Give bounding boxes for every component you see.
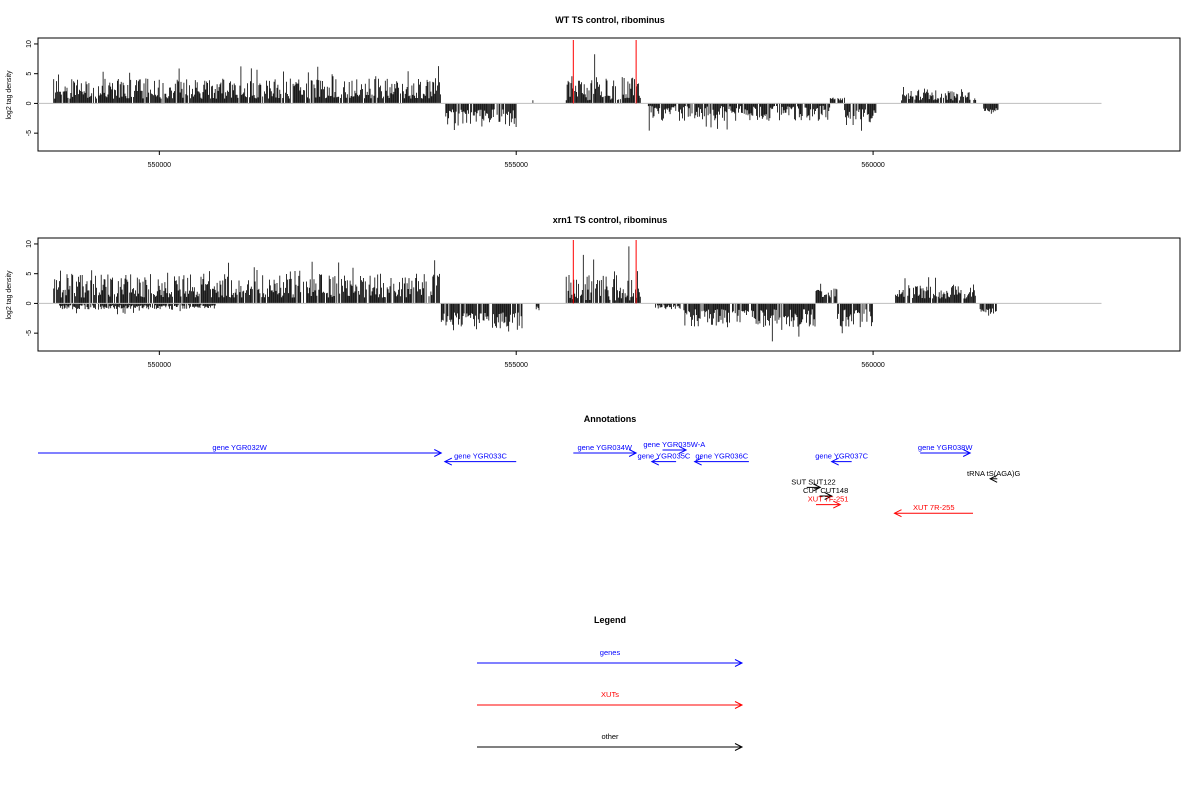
coverage-segment bbox=[901, 87, 977, 104]
y-ticks-xrn1: -5 0 5 10 bbox=[26, 240, 38, 336]
coverage-segment bbox=[979, 303, 997, 316]
legend-title: Legend bbox=[594, 615, 626, 625]
plot-frame-wt bbox=[37, 37, 1181, 152]
x-tick-label: 560000 bbox=[861, 362, 884, 369]
coverage-segment bbox=[565, 54, 641, 104]
track-title-xrn1: xrn1 TS control, ribominus bbox=[553, 215, 668, 225]
feature-arrow: tRNA tS(AGA)G bbox=[967, 469, 1021, 483]
coverage-segment bbox=[895, 277, 976, 304]
feature-label: gene YGR035W-A bbox=[643, 440, 705, 449]
legend-item-gene: genes bbox=[477, 648, 744, 667]
feature-arrow: gene YGR035C bbox=[638, 452, 691, 466]
plot-frame-xrn1 bbox=[37, 237, 1181, 352]
feature-label: gene YGR038W bbox=[918, 443, 973, 452]
legend-item-other: other bbox=[477, 732, 744, 751]
feature-label: SUT SUT122 bbox=[791, 477, 835, 486]
y-tick-label: 0 bbox=[26, 301, 33, 305]
feature-label: XUT 7R-255 bbox=[913, 503, 955, 512]
feature-arrow: gene YGR032W bbox=[38, 443, 443, 457]
coverage-segment bbox=[59, 303, 216, 315]
feature-label: CUT CUT148 bbox=[803, 486, 848, 495]
coverage-segment bbox=[535, 303, 540, 311]
legend-label: XUTs bbox=[601, 690, 619, 699]
feature-arrow: SUT SUT122 bbox=[791, 477, 836, 492]
feature-label: gene YGR035C bbox=[638, 452, 691, 461]
y-tick-label: 0 bbox=[26, 101, 33, 105]
feature-arrow: gene YGR037C bbox=[815, 452, 869, 466]
y-tick-label: -5 bbox=[26, 330, 33, 336]
legend-panel: Legend genes XUTs other bbox=[477, 615, 744, 751]
x-tick-label: 550000 bbox=[148, 362, 171, 369]
y-tick-label: 5 bbox=[26, 272, 33, 276]
feature-arrow: gene YGR036C bbox=[693, 452, 749, 466]
feature-label: gene YGR033C bbox=[454, 452, 507, 461]
feature-label: gene YGR032W bbox=[212, 443, 267, 452]
y-axis-label-xrn1: log2 tag density bbox=[6, 270, 13, 320]
coverage-segment bbox=[815, 283, 838, 304]
coverage-segment bbox=[983, 103, 999, 114]
feature-arrow: CUT CUT148 bbox=[803, 486, 848, 500]
coverage-segment bbox=[53, 66, 441, 104]
coverage-segment bbox=[440, 303, 523, 332]
feature-arrow: gene YGR033C bbox=[443, 452, 517, 466]
feature-arrow: gene YGR034W bbox=[573, 443, 638, 457]
feature-arrow: XUT 7F-251 bbox=[808, 495, 849, 509]
y-tick-label: 5 bbox=[26, 72, 33, 76]
coverage-segment bbox=[565, 246, 641, 304]
track-xrn1-ts-control: xrn1 TS control, ribominus log2 tag dens… bbox=[6, 215, 1181, 369]
legend-items: genes XUTs other bbox=[477, 648, 744, 751]
x-ticks-wt: 550000 555000 560000 bbox=[148, 151, 885, 169]
coverage-segment bbox=[844, 103, 877, 131]
coverage-segment bbox=[53, 260, 440, 304]
feature-label: gene YGR034W bbox=[577, 443, 632, 452]
x-tick-label: 555000 bbox=[505, 162, 528, 169]
y-ticks-wt: -5 0 5 10 bbox=[26, 40, 38, 136]
coverage-segment bbox=[655, 303, 681, 310]
feature-arrow: XUT 7R-255 bbox=[893, 503, 974, 518]
y-tick-label: 10 bbox=[26, 40, 33, 48]
coverage-segment bbox=[837, 303, 873, 334]
feature-list: gene YGR032W gene YGR033C gene YGR034W gene… bbox=[38, 440, 1021, 518]
x-tick-label: 555000 bbox=[505, 362, 528, 369]
y-tick-label: -5 bbox=[26, 130, 33, 136]
x-tick-label: 550000 bbox=[148, 162, 171, 169]
feature-label: tRNA tS(AGA)G bbox=[967, 469, 1021, 478]
coverage-segment bbox=[829, 97, 845, 104]
legend-item-xut: XUTs bbox=[477, 690, 744, 709]
feature-label: XUT 7F-251 bbox=[808, 495, 849, 504]
coverage-bars-wt bbox=[53, 54, 999, 131]
track-wt-ts-control: WT TS control, ribominus log2 tag densit… bbox=[6, 15, 1181, 169]
feature-label: gene YGR037C bbox=[815, 452, 868, 461]
feature-arrow: gene YGR035W-A bbox=[643, 440, 705, 454]
coverage-segment bbox=[647, 103, 831, 131]
coverage-segment bbox=[445, 103, 517, 130]
x-tick-label: 560000 bbox=[861, 162, 884, 169]
legend-label: other bbox=[601, 732, 619, 741]
y-axis-label-wt: log2 tag density bbox=[6, 70, 13, 120]
track-title-wt: WT TS control, ribominus bbox=[555, 15, 665, 25]
coverage-bars-xrn1 bbox=[53, 246, 997, 342]
y-tick-label: 10 bbox=[26, 240, 33, 248]
annotations-title: Annotations bbox=[584, 414, 637, 424]
x-ticks-xrn1: 550000 555000 560000 bbox=[148, 351, 885, 369]
legend-label: genes bbox=[600, 648, 621, 657]
feature-arrow: gene YGR038W bbox=[918, 443, 973, 457]
feature-label: gene YGR036C bbox=[695, 452, 748, 461]
coverage-segment bbox=[683, 303, 816, 342]
